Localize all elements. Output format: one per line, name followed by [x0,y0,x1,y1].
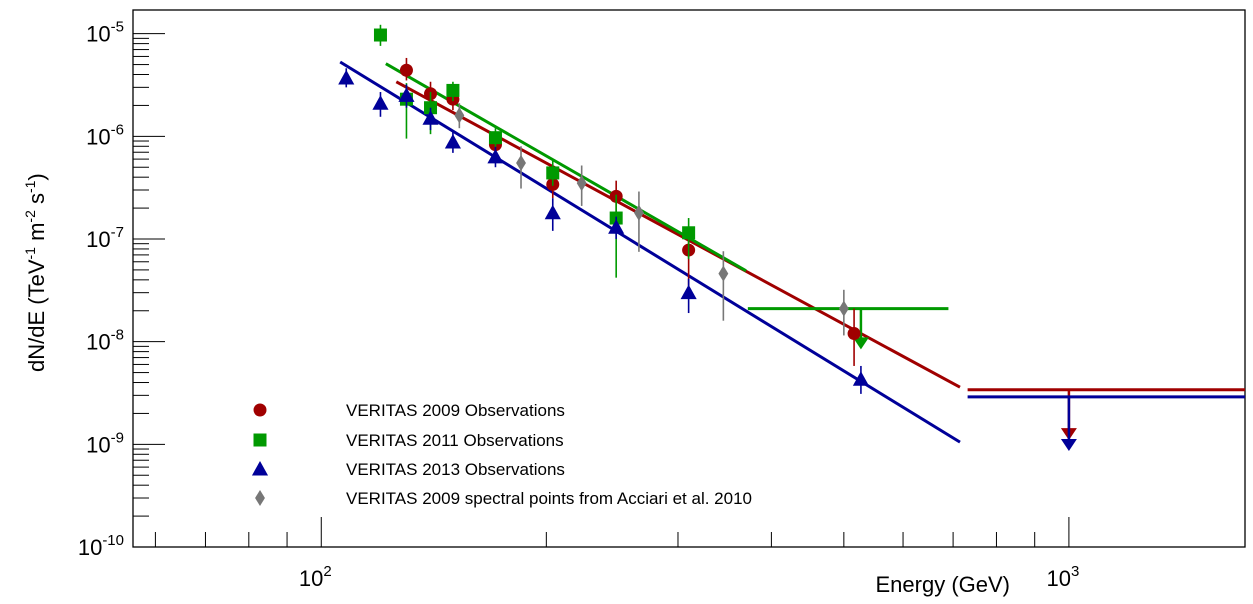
data-point-series-1 [546,166,560,180]
x-tick-label: 103 [1046,563,1079,591]
data-point-series-2 [422,110,439,125]
y-tick-label: 10-7 [86,224,124,252]
fit-line-series-1 [385,62,747,273]
data-point-series-2 [544,204,561,220]
data-point-series-3 [516,154,526,172]
upper-limits [747,307,1245,452]
data-point-series-2 [338,69,355,85]
tick-labels: 102 103 10-10 10-9 10-8 10-7 10-6 10-5 [78,19,1079,591]
data-point-series-1 [373,28,387,42]
y-tick-label: 10-6 [86,121,124,149]
data-point-series-2 [487,148,504,164]
data-point-series-0 [399,63,413,77]
legend-marker-1 [253,433,267,447]
data-point-series-1 [446,83,460,97]
y-tick-label: 10-9 [86,429,124,457]
legend-label-3: VERITAS 2009 spectral points from Acciar… [346,489,752,508]
data-points [338,24,869,394]
legend: VERITAS 2009 Observations VERITAS 2011 Ob… [251,401,752,508]
axis-ticks [133,33,1070,548]
legend-marker-2 [251,460,269,476]
y-tick-label: 10-10 [78,532,124,560]
data-point-series-2 [444,133,461,149]
legend-marker-3 [255,489,265,507]
x-axis-title: Energy (GeV) [876,572,1011,597]
fit-line-series-0 [395,80,961,389]
legend-label-0: VERITAS 2009 Observations [346,401,565,420]
upper-limit-arrow-head-series-2 [1060,439,1077,452]
data-point-series-2 [372,95,389,110]
data-point-series-3 [633,204,644,221]
plot-frame [132,9,1246,548]
data-point-series-2 [608,219,625,234]
y-tick-label: 10-5 [86,19,124,47]
data-point-series-0 [847,327,861,341]
data-point-series-2 [680,284,697,300]
data-point-series-3 [838,300,849,317]
data-point-series-1 [488,131,502,145]
data-point-series-2 [398,87,415,102]
data-point-series-3 [454,107,465,124]
y-axis-title: dN/dE (TeV-1 m-2 s-1) [22,173,49,372]
data-point-series-2 [852,371,869,386]
data-point-series-1 [682,226,696,240]
legend-marker-0 [253,403,267,417]
upper-limit-arrow-head-series-1 [852,337,869,350]
data-point-series-3 [718,265,729,282]
y-tick-label: 10-8 [86,327,124,355]
fit-line-series-2 [339,60,961,444]
legend-label-2: VERITAS 2013 Observations [346,460,565,479]
data-point-series-3 [576,175,587,192]
x-tick-label: 102 [299,563,332,591]
legend-label-1: VERITAS 2011 Observations [346,431,564,450]
